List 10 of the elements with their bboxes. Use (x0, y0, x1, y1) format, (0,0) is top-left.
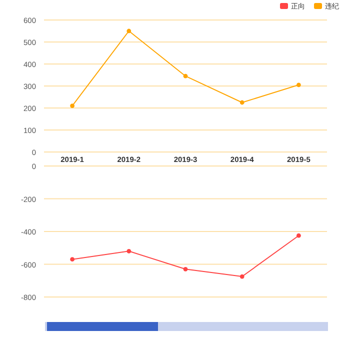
point (296, 82, 301, 88)
point (70, 104, 74, 108)
point (126, 28, 132, 34)
point (70, 257, 74, 262)
point (183, 74, 188, 78)
point (240, 100, 244, 105)
point (126, 248, 132, 254)
point (183, 266, 188, 272)
point (296, 233, 301, 238)
point (240, 274, 244, 279)
